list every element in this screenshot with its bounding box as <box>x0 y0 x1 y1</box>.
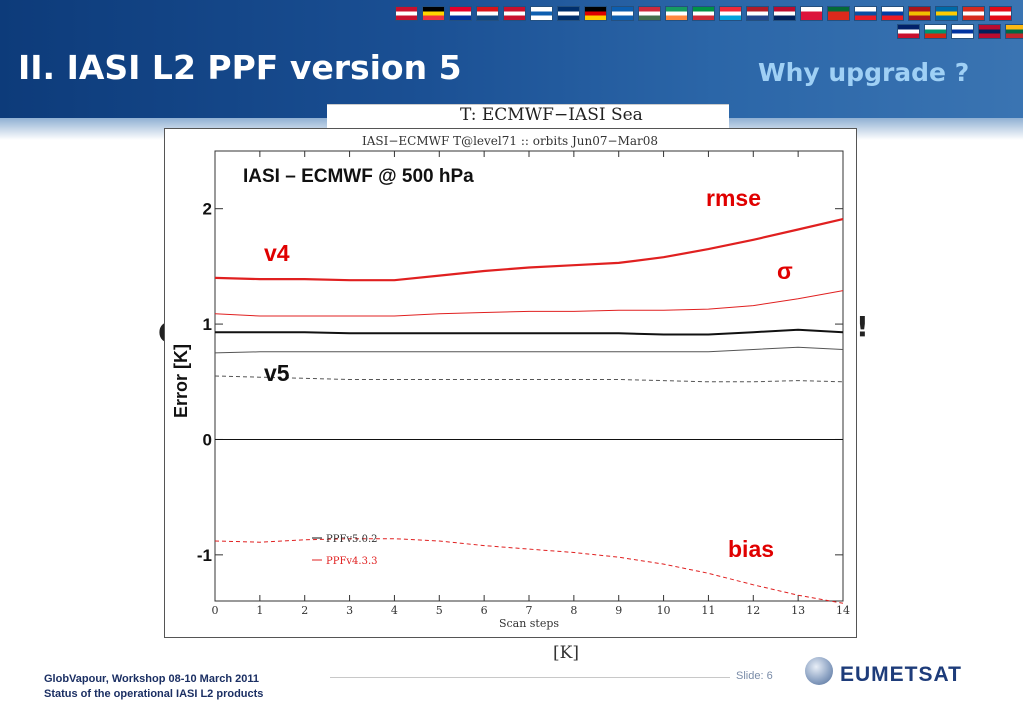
series-line-PPFv433-bias <box>214 538 844 604</box>
obscured-text-right: ! <box>856 310 869 343</box>
x-tick-label: 7 <box>526 604 533 617</box>
footer-line-1: GlobVapour, Workshop 08-10 March 2011 <box>44 673 259 685</box>
country-flag-icon <box>719 6 742 21</box>
country-flag-icon <box>935 6 958 21</box>
annotation-v4: v4 <box>264 240 290 266</box>
slide-title: II. IASI L2 PPF version 5 <box>18 48 462 87</box>
annotation-rmse: rmse <box>706 185 761 211</box>
x-tick-label: 14 <box>836 604 850 617</box>
country-flag-icon <box>476 6 499 21</box>
x-tick-label: 3 <box>346 604 353 617</box>
legend-label-v5: PPFv5.0.2 <box>326 534 378 545</box>
country-flag-icon <box>897 24 920 39</box>
country-flag-icon <box>881 6 904 21</box>
series-line-PPFv433-rmse <box>214 218 844 282</box>
footer-text: GlobVapour, Workshop 08-10 March 2011 St… <box>44 672 263 702</box>
country-flag-icon <box>951 24 974 39</box>
eumetsat-globe-icon <box>805 657 833 685</box>
annotation-v5: v5 <box>264 360 290 386</box>
country-flag-icon <box>638 6 661 21</box>
annotation-header: IASI – ECMWF @ 500 hPa <box>243 166 474 187</box>
country-flag-icon <box>611 6 634 21</box>
country-flag-icon <box>962 6 985 21</box>
series-line-PPFv502-sigma <box>214 346 844 354</box>
x-tick-label: 12 <box>746 604 760 617</box>
country-flag-icon <box>422 6 445 21</box>
chart-title: IASI−ECMWF T@level71 :: orbits Jun07−Mar… <box>362 134 658 148</box>
legend-label-v4: PPFv4.3.3 <box>326 556 378 567</box>
plot-area <box>214 150 844 602</box>
y-tick-label: 2 <box>203 200 212 219</box>
country-flag-icon <box>530 6 553 21</box>
legend: PPFv5.0.2 PPFv4.3.3 <box>312 534 378 567</box>
x-tick-label: 9 <box>615 604 622 617</box>
eumetsat-logo-text: EUMETSAT <box>840 663 962 686</box>
x-tick-label: 1 <box>256 604 263 617</box>
series-line-PPFv433-sigma <box>214 290 844 317</box>
x-axis-label: Scan steps <box>499 617 559 630</box>
country-flag-icon <box>584 6 607 21</box>
country-flag-icon <box>665 6 688 21</box>
x-tick-label: 5 <box>436 604 443 617</box>
x-tick-label: 8 <box>570 604 577 617</box>
slide-subtitle: Why upgrade ? <box>758 58 970 87</box>
x-tick-label: 0 <box>212 604 219 617</box>
country-flag-icon <box>395 6 418 21</box>
x-tick-label: 11 <box>701 604 715 617</box>
country-flag-icon <box>908 6 931 21</box>
country-flag-icon <box>924 24 947 39</box>
annotation-bias: bias <box>728 536 774 562</box>
country-flag-icon <box>989 6 1012 21</box>
footer-divider <box>330 677 730 678</box>
x-tick-label: 4 <box>391 604 398 617</box>
country-flag-icon <box>978 24 1001 39</box>
country-flag-icon <box>827 6 850 21</box>
country-flag-icon <box>503 6 526 21</box>
bottom-unit-label: [K] <box>553 643 579 663</box>
country-flag-icon <box>773 6 796 21</box>
footer-line-2: Status of the operational IASI L2 produc… <box>44 688 264 700</box>
country-flag-icon <box>449 6 472 21</box>
error-chart: IASI−ECMWF T@level71 :: orbits Jun07−Mar… <box>171 134 850 630</box>
country-flag-icon <box>854 6 877 21</box>
chart-panel: IASI−ECMWF T@level71 :: orbits Jun07−Mar… <box>164 128 857 638</box>
y-axis-label: Error [K] <box>171 344 191 418</box>
y-tick-label: 0 <box>203 430 212 449</box>
series-line-PPFv502-bias <box>214 375 844 383</box>
top-figure-title: T: ECMWF−IASI Sea <box>460 105 643 125</box>
country-flag-icon <box>1005 24 1023 39</box>
country-flag-icon <box>557 6 580 21</box>
x-tick-label: 13 <box>791 604 805 617</box>
annotation-sigma: σ <box>777 258 793 284</box>
series-line-PPFv502-rmse <box>215 328 844 336</box>
slide-number: Slide: 6 <box>736 670 773 682</box>
country-flag-icon <box>800 6 823 21</box>
top-figure-title-box <box>327 104 729 131</box>
y-tick-label: -1 <box>197 546 212 565</box>
x-tick-label: 2 <box>301 604 308 617</box>
x-tick-label: 10 <box>657 604 671 617</box>
country-flag-icon <box>692 6 715 21</box>
x-tick-label: 6 <box>481 604 488 617</box>
y-tick-label: 1 <box>203 315 212 334</box>
country-flag-icon <box>746 6 769 21</box>
